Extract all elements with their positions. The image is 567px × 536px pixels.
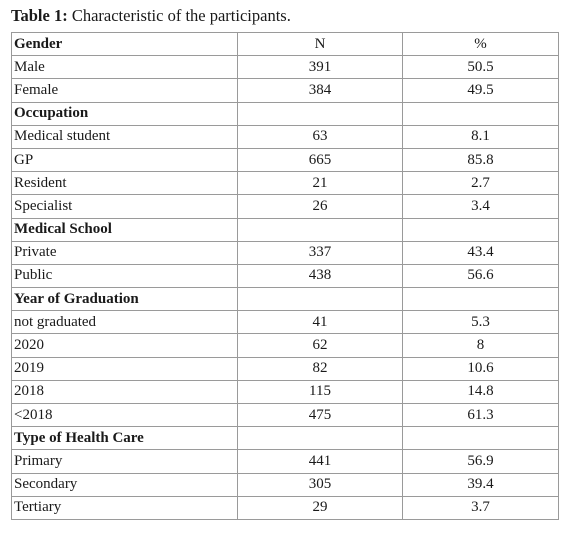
table-row: 2020 62 8 [11, 333, 559, 358]
table-row: Resident 21 2.7 [11, 171, 559, 196]
count-cell: 337 [237, 240, 403, 265]
section-header-row: Type of Health Care [11, 426, 559, 451]
percent-cell: 3.7 [402, 495, 559, 520]
row-label-cell: Private [11, 240, 238, 265]
percent-cell: 3.4 [402, 194, 559, 219]
table-row: Public 438 56.6 [11, 263, 559, 289]
count-cell: 115 [237, 379, 403, 405]
count-cell: 26 [237, 194, 403, 219]
count-cell: 62 [237, 333, 403, 358]
row-label-cell: <2018 [11, 402, 238, 428]
count-cell: 63 [237, 124, 403, 149]
percent-cell [402, 217, 559, 242]
header-n-cell: N [237, 31, 403, 57]
row-label-cell: not graduated [11, 310, 238, 335]
table-row: 2019 82 10.6 [11, 356, 559, 381]
percent-cell: 14.8 [402, 379, 559, 405]
section-header-row: Occupation [11, 101, 559, 126]
table-row: not graduated 41 5.3 [11, 310, 559, 335]
percent-cell: 8 [402, 333, 559, 358]
row-label-cell: 2020 [11, 333, 238, 358]
count-cell: 82 [237, 356, 403, 381]
row-label-cell: Secondary [11, 472, 238, 497]
row-label-cell: Primary [11, 449, 238, 474]
count-cell: 665 [237, 147, 403, 173]
row-label-cell: Male [11, 55, 238, 80]
row-label-cell: Specialist [11, 194, 238, 219]
percent-cell: 61.3 [402, 402, 559, 428]
percent-cell: 49.5 [402, 78, 559, 103]
count-cell: 391 [237, 55, 403, 80]
section-header-row: Medical School [11, 217, 559, 242]
count-cell: 441 [237, 449, 403, 474]
count-cell: 41 [237, 310, 403, 335]
table-row: Secondary 305 39.4 [11, 472, 559, 497]
count-cell: 475 [237, 402, 403, 428]
percent-cell: 50.5 [402, 55, 559, 80]
percent-cell: 2.7 [402, 171, 559, 196]
table-row: Female 384 49.5 [11, 78, 559, 103]
row-label-cell: Resident [11, 171, 238, 196]
table-caption-label: Table 1: [11, 6, 68, 25]
percent-cell: 39.4 [402, 472, 559, 497]
count-cell: 438 [237, 263, 403, 289]
count-cell [237, 426, 403, 451]
count-cell: 305 [237, 472, 403, 497]
table-row: Male 391 50.5 [11, 55, 559, 80]
section-label-cell: Occupation [11, 101, 238, 126]
row-label-cell: 2019 [11, 356, 238, 381]
table-caption-text: Characteristic of the participants. [67, 6, 291, 25]
header-pct-cell: % [402, 31, 559, 57]
header-category-cell: Gender [11, 31, 238, 57]
row-label-cell: Public [11, 263, 238, 289]
percent-cell [402, 101, 559, 126]
table-row: Specialist 26 3.4 [11, 194, 559, 219]
row-label-cell: GP [11, 147, 238, 173]
section-header-row: Year of Graduation [11, 287, 559, 312]
percent-cell [402, 287, 559, 312]
table-row: Medical student 63 8.1 [11, 124, 559, 149]
percent-cell [402, 426, 559, 451]
table-row: <2018 475 61.3 [11, 402, 559, 428]
table-body: Gender N % Male 391 50.5 Female 384 49.5 Occup… [11, 31, 559, 520]
section-label-cell: Medical School [11, 217, 238, 242]
percent-cell: 8.1 [402, 124, 559, 149]
percent-cell: 85.8 [402, 147, 559, 173]
participants-table: Gender N % Male 391 50.5 Female 384 49.5 Occup… [11, 31, 559, 520]
percent-cell: 43.4 [402, 240, 559, 265]
table-row: Private 337 43.4 [11, 240, 559, 265]
count-cell: 384 [237, 78, 403, 103]
percent-cell: 10.6 [402, 356, 559, 381]
count-cell [237, 217, 403, 242]
row-label-cell: 2018 [11, 379, 238, 405]
row-label-cell: Medical student [11, 124, 238, 149]
table-row: GP 665 85.8 [11, 147, 559, 173]
percent-cell: 56.6 [402, 263, 559, 289]
row-label-cell: Female [11, 78, 238, 103]
table-caption: Table 1: Characteristic of the participa… [11, 6, 291, 26]
table-row: Tertiary 29 3.7 [11, 495, 559, 520]
table-row: Primary 441 56.9 [11, 449, 559, 474]
percent-cell: 5.3 [402, 310, 559, 335]
count-cell: 29 [237, 495, 403, 520]
section-label-cell: Year of Graduation [11, 287, 238, 312]
table-header-row: Gender N % [11, 31, 559, 57]
count-cell [237, 101, 403, 126]
count-cell: 21 [237, 171, 403, 196]
count-cell [237, 287, 403, 312]
row-label-cell: Tertiary [11, 495, 238, 520]
table-row: 2018 115 14.8 [11, 379, 559, 405]
section-label-cell: Type of Health Care [11, 426, 238, 451]
percent-cell: 56.9 [402, 449, 559, 474]
